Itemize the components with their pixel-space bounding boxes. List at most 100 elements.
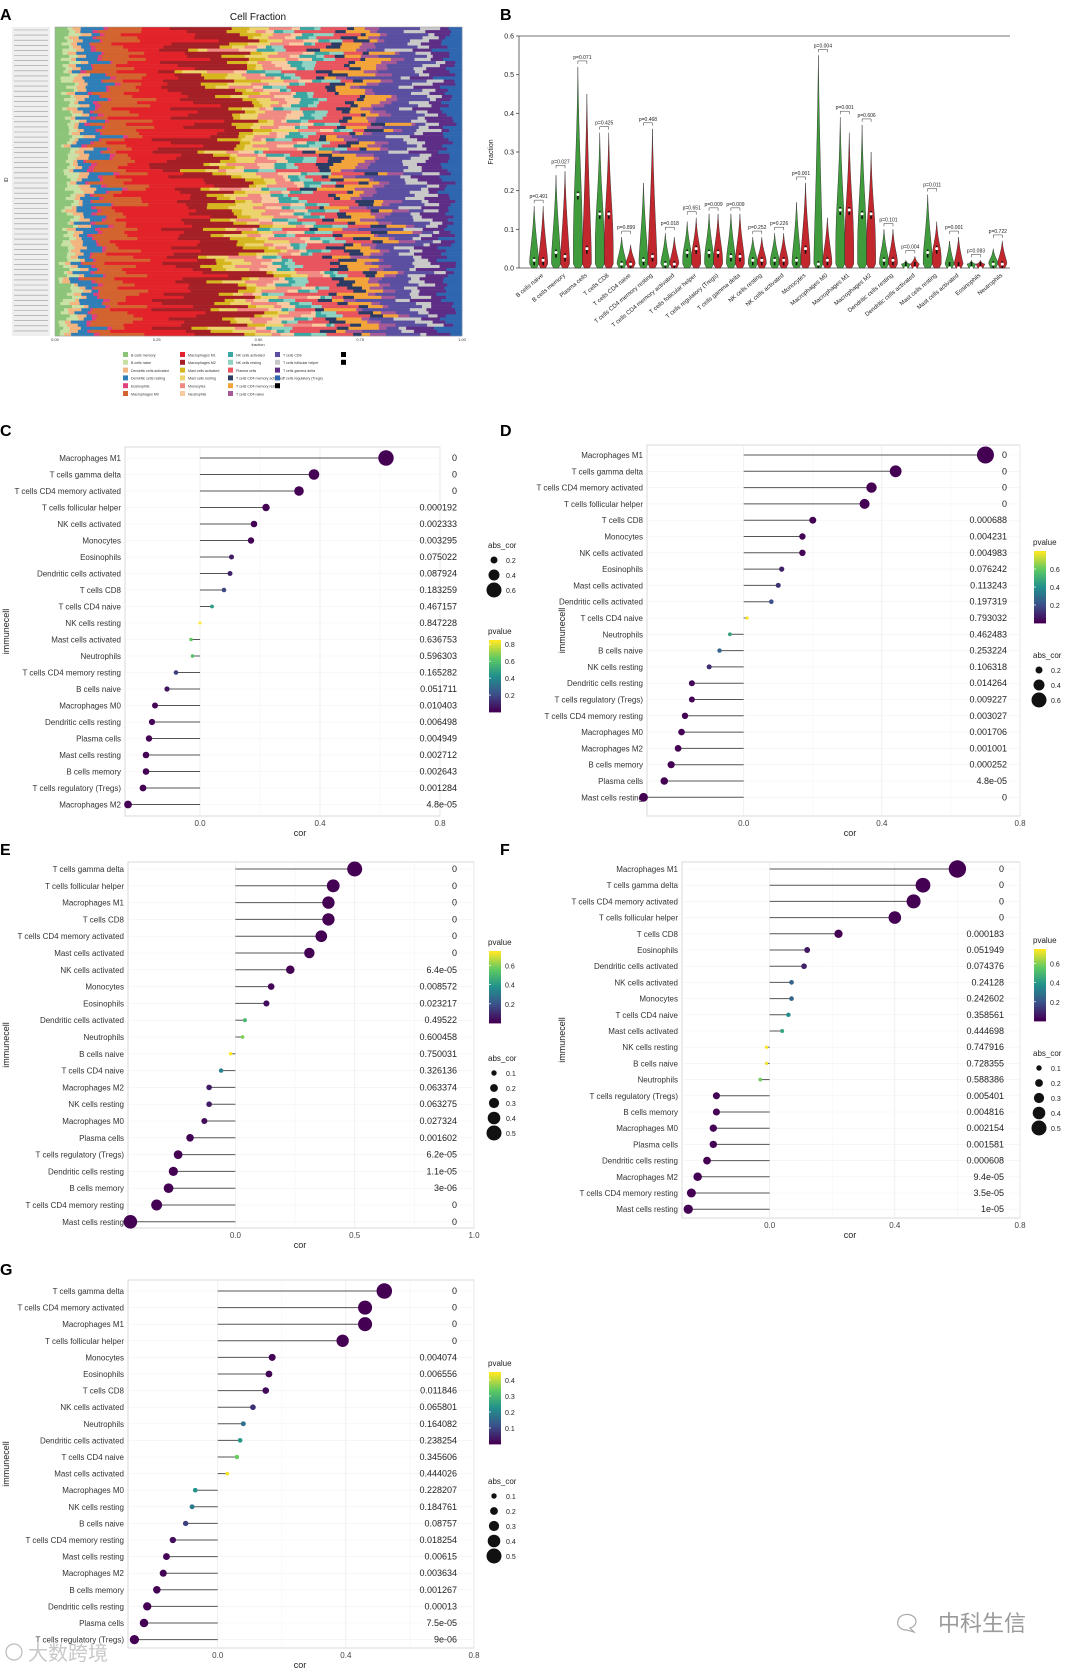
bar-segment-dendritic-cells-resting [77,162,92,167]
lollipop-row: T cells CD4 memory resting 0.165282 [22,668,457,678]
lollipop-row: Monocytes 0.242602 [639,994,1004,1004]
bar-segment-t-cells-follicular-helper [421,200,429,204]
bar-segment-dendritic-cells-resting [85,85,107,90]
bar-segment-t-cells-cd4-naive [373,234,379,238]
bar-segment-mast-cells-activated [224,298,235,303]
bar-segment-t-cells-gamma-delta [426,332,451,337]
cell-type-label: NK cells resting [65,619,121,628]
bar-segment-t-cells-regulatory-tregs- [447,147,463,151]
bar-segment-t-cells-gamma-delta [409,135,444,139]
bar-segment-nk-cells-resting [269,227,283,232]
bar-segment-t-cells-gamma-delta [413,246,439,250]
legend-label: Monocytes [188,385,206,389]
pvalue-text: 0 [999,896,1004,906]
violin-box [914,262,916,266]
bar-segment-t-cells-cd4-naive [379,101,392,105]
bar-segment-t-cells-gamma-delta [409,76,434,80]
lollipop-dot [145,735,153,742]
cell-type-label: Mast cells resting [59,751,121,760]
bar-segment-b-cells-memory [55,162,70,167]
bar-segment-nk-cells-activated [266,326,273,331]
bar-segment-nk-cells-activated [318,147,336,151]
colorbar-segment [489,702,501,705]
sample-bar [55,51,463,56]
bar-segment-t-cells-follicular-helper [421,187,429,192]
bar-segment-nk-cells-activated [309,237,321,241]
cell-type-label: B cells naive [79,1050,124,1059]
bar-segment-neutrophils [307,295,321,300]
cell-type-label: NK cells resting [68,1100,124,1109]
bar-segment-eosinophils [91,317,96,321]
bar-segment-eosinophils [95,240,99,244]
pvalue-text: 0.003295 [419,536,457,546]
bar-segment-neutrophils [322,274,331,278]
sample-bar [55,48,463,52]
bar-segment-dendritic-cells-activated [72,79,85,83]
bar-segment-dendritic-cells-activated [79,119,87,124]
bar-segment-t-cells-cd4-memory-activated [334,91,339,96]
bar-segment-nk-cells-resting [276,255,282,259]
bar-segment-dendritic-cells-activated [78,203,83,207]
cell-type-label: Monocytes [85,1353,124,1362]
bar-segment-t-cells-cd8 [409,314,429,318]
bar-segment-t-cells-cd4-memory-activated [346,141,360,145]
panel-a-xtick: 0.75 [356,337,365,342]
bar-segment-plasma-cells [292,138,320,142]
bar-segment-t-cells-cd8 [383,268,410,272]
bar-segment-nk-cells-resting [286,166,299,170]
sample-bar [55,274,463,278]
pvalue-label: p=0.491 [530,194,548,200]
bar-segment-macrophages-m2 [161,85,206,90]
bar-segment-mast-cells-activated [236,243,245,247]
bar-segment-t-cells-cd4-memory-activated [302,150,316,154]
bar-segment-t-cells-gamma-delta [432,218,449,222]
cell-type-label: T cells regulatory (Tregs) [36,1636,125,1645]
bar-segment-eosinophils [92,36,97,40]
bar-segment-t-cells-follicular-helper [412,82,433,86]
bar-segment-dendritic-cells-resting [80,249,103,253]
sample-bar [55,255,463,259]
lollipop-dot [286,965,295,975]
bar-segment-macrophages-m0 [107,215,127,219]
bar-segment-dendritic-cells-activated [79,104,90,108]
sample-bar [55,82,463,86]
bar-segment-b-cells-naive [68,104,80,108]
sample-bar [55,246,463,250]
bar-segment-nk-cells-resting [318,98,328,102]
bar-segment-t-cells-cd4-naive [361,243,377,247]
bar-segment-t-cells-cd4-memory-activated [328,292,337,297]
bar-segment-dendritic-cells-activated [76,85,86,90]
colorbar-segment [1034,1013,1046,1016]
bar-segment-dendritic-cells-activated [83,135,96,139]
bar-segment-mast-cells-activated [246,64,257,68]
pvalue-text: 0 [452,1303,457,1313]
sample-bar [55,332,463,337]
panel-letter-A: A [0,7,12,24]
sample-id-column [12,27,50,336]
pvalue-text: 0.600458 [419,1032,457,1042]
bar-segment-nk-cells-activated [285,135,304,139]
bar-segment-mast-cells-activated [220,159,237,164]
bar-segment-t-cells-follicular-helper [415,51,432,56]
bar-segment-macrophages-m2 [177,237,231,241]
bar-segment-t-cells-cd8 [396,274,408,278]
bar-segment-nk-cells-resting [271,45,284,49]
bar-segment-dendritic-cells-activated [78,175,89,179]
bar-segment-t-cells-follicular-helper [410,156,429,161]
bar-segment-t-cells-cd4-memory-resting [361,323,380,327]
bar-segment-plasma-cells [289,329,321,334]
bar-segment-macrophages-m0 [103,178,133,182]
colorbar-segment [489,692,501,695]
colorbar-segment [489,706,501,709]
bar-segment-mast-cells-activated [229,237,256,241]
bar-segment-t-cells-gamma-delta [425,141,454,145]
bar-segment-t-cells-regulatory-tregs- [452,94,463,99]
bar-segment-macrophages-m1 [116,64,178,68]
bar-segment-nk-cells-activated [326,323,332,327]
bar-segment-macrophages-m2 [191,224,260,229]
bar-segment-t-cells-cd4-memory-activated [359,147,367,151]
bar-segment-nk-cells-activated [281,320,288,324]
bar-segment-macrophages-m2 [171,246,244,250]
